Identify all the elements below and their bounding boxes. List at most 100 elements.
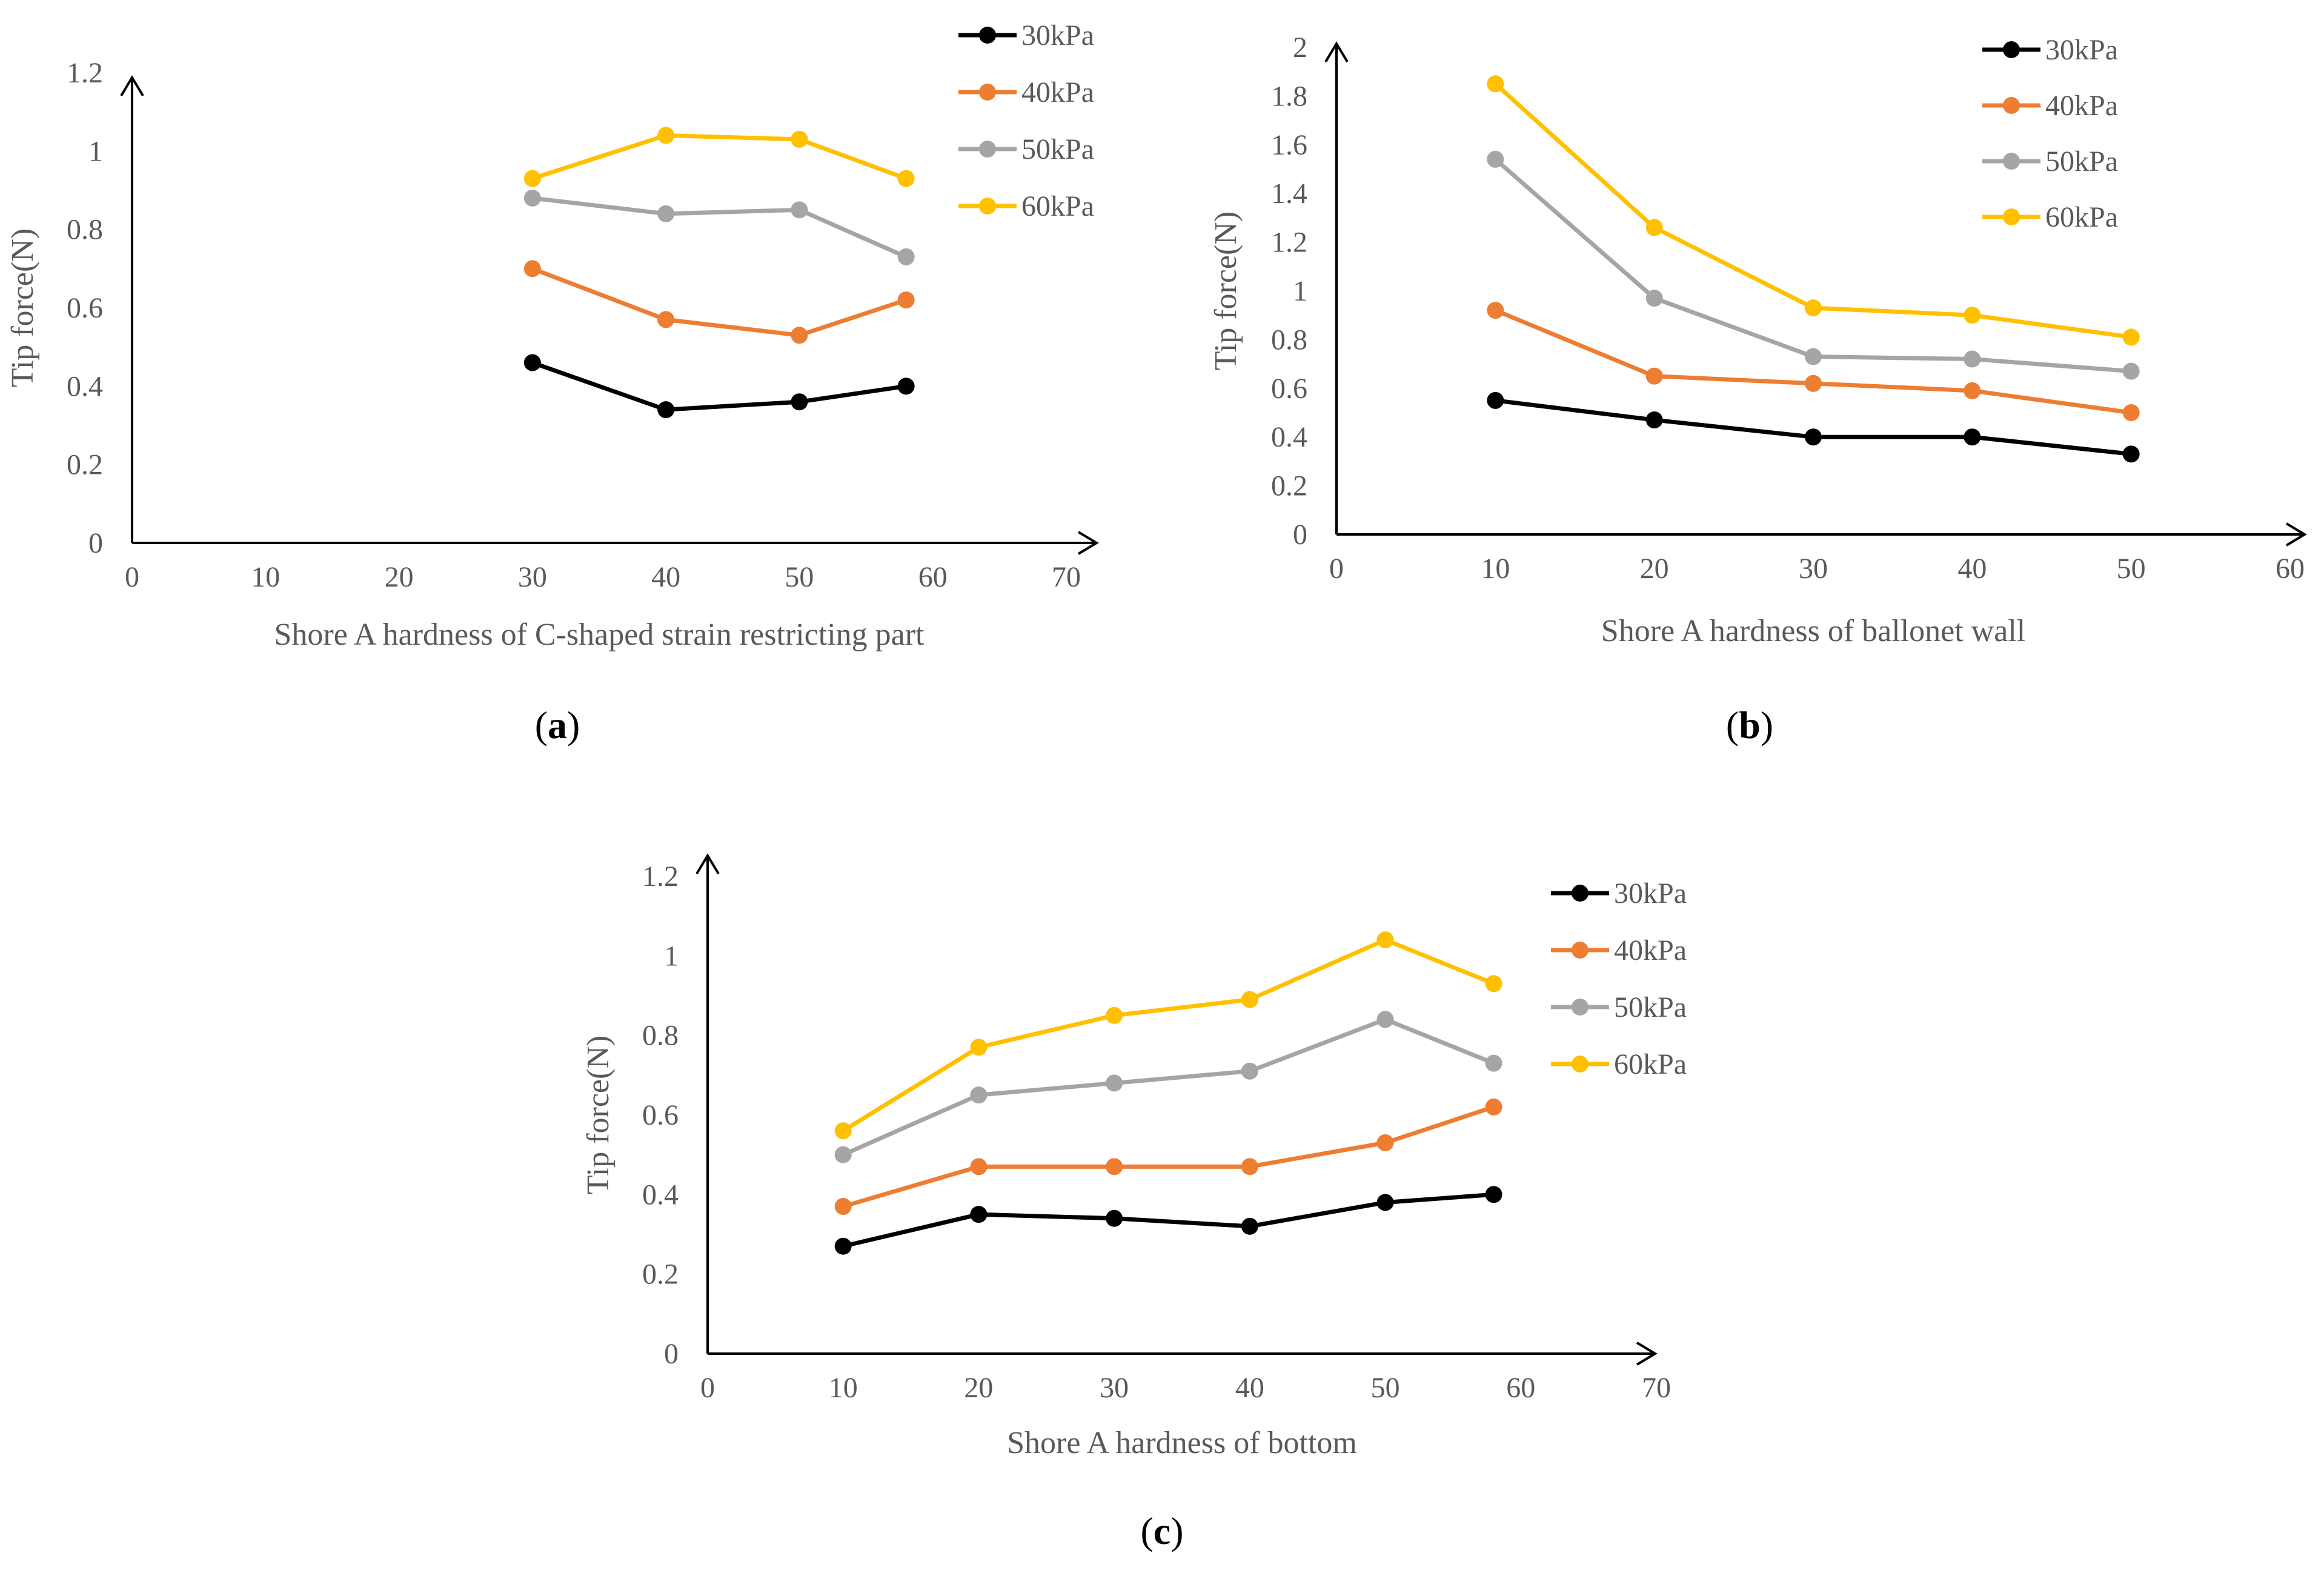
- data-point-30kPa: [657, 401, 675, 419]
- legend-label: 30kPa: [1614, 877, 1687, 910]
- data-point-40kPa: [657, 311, 675, 328]
- data-point-30kPa: [1106, 1209, 1123, 1227]
- legend-swatch-marker: [1572, 942, 1589, 959]
- legend-item-50kPa: 50kPa: [1982, 145, 2118, 178]
- y-axis-arrow: [696, 853, 720, 875]
- y-tick-label: 1: [88, 135, 103, 167]
- data-point-40kPa: [1964, 382, 1981, 399]
- x-tick-label: 10: [1481, 553, 1510, 585]
- x-tick-label: 20: [385, 561, 414, 593]
- legend-swatch-marker: [979, 84, 996, 101]
- legend-label: 50kPa: [1021, 133, 1094, 165]
- data-point-30kPa: [1485, 1186, 1502, 1203]
- data-point-40kPa: [970, 1158, 988, 1176]
- legend-item-40kPa: 40kPa: [1982, 90, 2118, 122]
- data-point-40kPa: [834, 1198, 852, 1216]
- x-tick-label: 0: [125, 561, 139, 593]
- x-axis-label: Shore A hardness of C-shaped strain rest…: [274, 617, 925, 652]
- caption-b-letter: b: [1739, 703, 1761, 747]
- y-tick-label: 0.2: [1271, 470, 1307, 502]
- y-tick-label: 1.8: [1271, 80, 1307, 112]
- chart-c-svg: 0 10 20 30 40 50 60 70 0 0.2 0.4 0.6 0.8 1 1.2 Shore A …: [581, 853, 1687, 1460]
- data-point-60kPa: [970, 1039, 988, 1056]
- y-tick-label: 1.2: [1271, 227, 1307, 259]
- x-tick-label: 70: [1642, 1372, 1671, 1404]
- legend-label: 40kPa: [1021, 76, 1094, 108]
- y-tick-label: 0: [1293, 519, 1307, 551]
- x-axis-arrow: [1077, 531, 1099, 555]
- data-point-60kPa: [1645, 219, 1663, 236]
- x-tick-label: 0: [700, 1372, 715, 1404]
- data-point-30kPa: [1241, 1217, 1258, 1235]
- y-tick-label: 1: [1293, 275, 1307, 307]
- data-point-50kPa: [1241, 1062, 1258, 1080]
- y-tick-label: 0.6: [67, 292, 103, 324]
- series-line-50kPa: [1494, 158, 2131, 374]
- x-tick-label: 50: [785, 561, 814, 593]
- chart-panel-b: 0 10 20 30 40 50 60 0 0.2 0.4 0.6 0.8 1 1.2 1.4 1.6 1.8 2…: [1187, 0, 2324, 679]
- y-tick-label: 2: [1293, 32, 1307, 64]
- data-point-60kPa: [1487, 75, 1504, 93]
- y-tick-label: 0: [88, 527, 103, 559]
- data-point-40kPa: [1485, 1098, 1502, 1116]
- legend-swatch-marker: [1572, 1056, 1589, 1072]
- y-axis-arrow: [1324, 41, 1349, 63]
- data-point-60kPa: [897, 170, 915, 187]
- y-tick-label: 0.8: [642, 1020, 679, 1052]
- data-point-30kPa: [791, 393, 808, 411]
- x-tick-label: 30: [1799, 553, 1828, 585]
- data-point-40kPa: [1805, 374, 1822, 392]
- y-tick-label: 0.8: [1271, 324, 1307, 356]
- legend-item-60kPa: 60kPa: [1982, 201, 2118, 233]
- legend-label: 40kPa: [2045, 90, 2118, 122]
- legend-swatch-marker: [1572, 999, 1589, 1016]
- chart-a-svg: 0 10 20 30 40 50 60 70 0 0.2 0.4 0.6 0.8 1 1.2 Shore A …: [5, 19, 1099, 652]
- data-point-50kPa: [657, 205, 675, 222]
- y-tick-label: 0.4: [642, 1179, 679, 1211]
- data-point-50kPa: [1805, 348, 1822, 365]
- y-tick-label: 1.6: [1271, 129, 1307, 161]
- x-tick-label: 60: [1506, 1372, 1535, 1404]
- legend-swatch-marker: [2003, 41, 2020, 58]
- x-tick-label: 30: [1100, 1372, 1129, 1404]
- data-point-50kPa: [2122, 362, 2140, 380]
- legend-item-50kPa: 50kPa: [1551, 991, 1687, 1023]
- data-point-50kPa: [1106, 1074, 1123, 1092]
- data-point-40kPa: [1376, 1134, 1394, 1151]
- x-tick-label: 40: [1235, 1372, 1264, 1404]
- x-tick-label: 60: [2276, 553, 2305, 585]
- y-tick-label: 0: [664, 1338, 679, 1370]
- legend-item-50kPa: 50kPa: [958, 133, 1094, 165]
- data-point-60kPa: [1964, 307, 1981, 324]
- y-axis-label: Tip force(N): [5, 228, 40, 387]
- data-point-60kPa: [523, 170, 541, 187]
- data-point-50kPa: [897, 248, 915, 265]
- data-point-40kPa: [523, 260, 541, 278]
- x-tick-label: 10: [251, 561, 280, 593]
- series-line-30kPa: [1495, 398, 2132, 456]
- y-axis-label: Tip force(N): [1209, 211, 1243, 370]
- legend-item-60kPa: 60kPa: [958, 190, 1094, 222]
- data-point-50kPa: [1485, 1054, 1502, 1072]
- y-tick-label: 0.2: [67, 449, 103, 481]
- series-line-30kPa: [531, 361, 907, 412]
- data-point-60kPa: [2122, 328, 2140, 346]
- data-point-30kPa: [834, 1237, 852, 1255]
- data-point-50kPa: [1376, 1011, 1394, 1028]
- legend-label: 50kPa: [1614, 991, 1687, 1023]
- series-line-50kPa: [842, 1017, 1495, 1157]
- x-tick-label: 40: [1957, 553, 1987, 585]
- data-point-30kPa: [897, 377, 915, 395]
- data-point-50kPa: [791, 201, 808, 219]
- x-tick-label: 70: [1052, 561, 1081, 593]
- data-point-40kPa: [791, 327, 808, 344]
- y-tick-label: 0.6: [642, 1099, 679, 1131]
- y-tick-label: 1.4: [1271, 178, 1307, 210]
- data-point-30kPa: [1487, 391, 1504, 409]
- series-line-40kPa: [842, 1105, 1495, 1209]
- legend-swatch-marker: [979, 27, 996, 44]
- y-tick-label: 1.2: [67, 57, 103, 89]
- x-tick-label: 50: [1371, 1372, 1400, 1404]
- legend-swatch-marker: [2003, 153, 2020, 170]
- data-point-60kPa: [1106, 1006, 1123, 1024]
